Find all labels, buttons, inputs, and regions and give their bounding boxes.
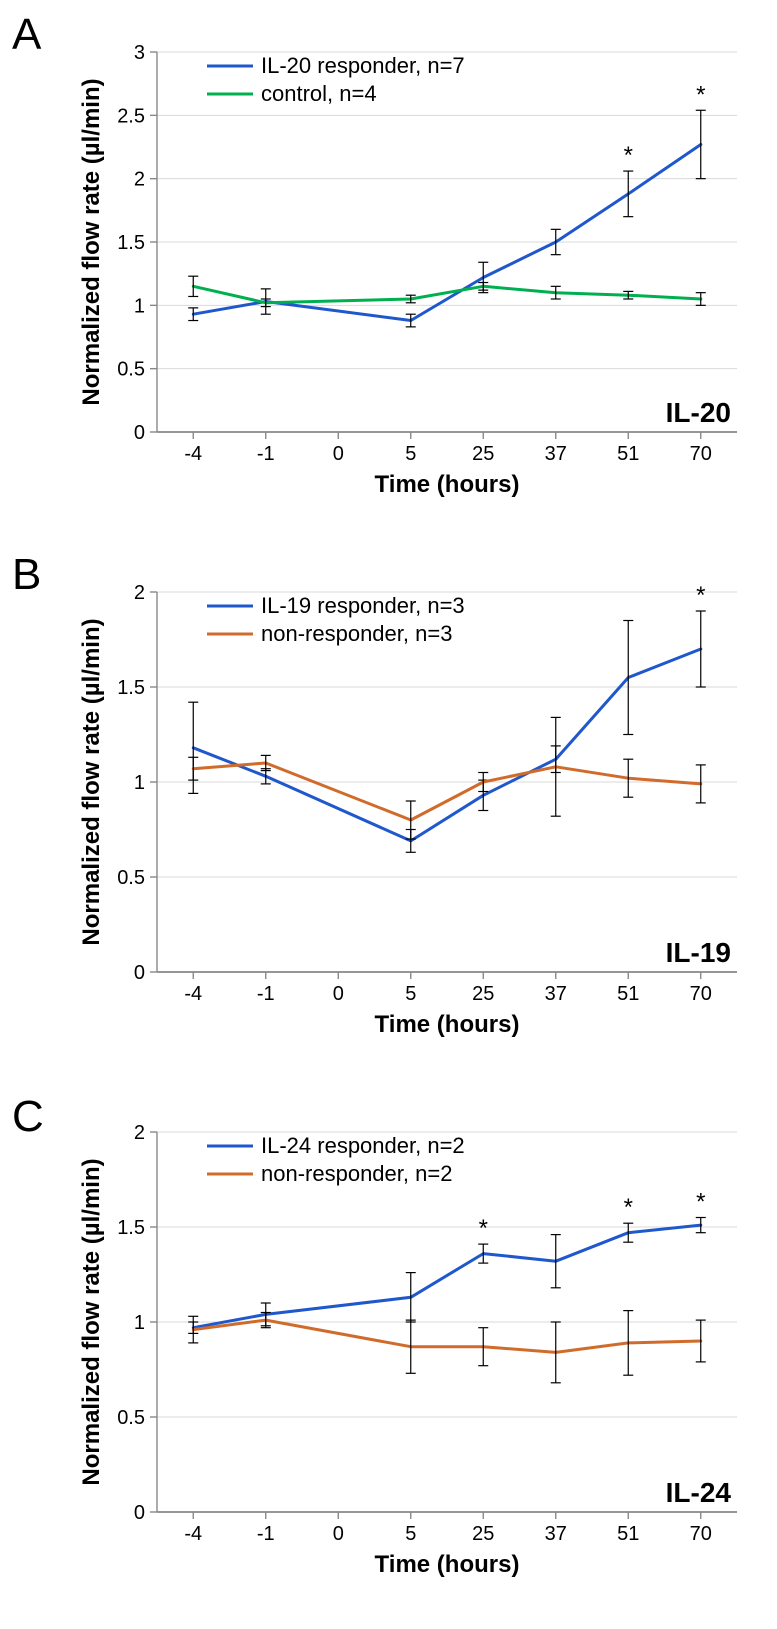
svg-text:0.5: 0.5 xyxy=(117,867,145,889)
svg-text:3: 3 xyxy=(134,42,145,64)
svg-text:Time (hours): Time (hours) xyxy=(375,1011,520,1038)
svg-text:2.5: 2.5 xyxy=(117,105,145,127)
svg-text:1: 1 xyxy=(134,295,145,317)
svg-text:1.5: 1.5 xyxy=(117,232,145,254)
svg-text:1.5: 1.5 xyxy=(117,677,145,699)
svg-text:control, n=4: control, n=4 xyxy=(261,81,377,106)
svg-text:IL-20 responder, n=7: IL-20 responder, n=7 xyxy=(261,53,465,78)
svg-text:70: 70 xyxy=(690,443,712,465)
svg-text:IL-24 responder, n=2: IL-24 responder, n=2 xyxy=(261,1133,465,1158)
svg-text:51: 51 xyxy=(617,983,639,1005)
figure: A B C 00.511.522.53-4-10525375170Time (h… xyxy=(0,0,777,1629)
svg-text:*: * xyxy=(479,1215,488,1242)
svg-text:5: 5 xyxy=(405,1523,416,1545)
svg-text:25: 25 xyxy=(472,1523,494,1545)
svg-text:-1: -1 xyxy=(257,443,275,465)
svg-text:0.5: 0.5 xyxy=(117,1407,145,1429)
svg-text:-1: -1 xyxy=(257,1523,275,1545)
svg-text:non-responder, n=2: non-responder, n=2 xyxy=(261,1161,452,1186)
svg-text:IL-19 responder, n=3: IL-19 responder, n=3 xyxy=(261,593,465,618)
svg-text:IL-20: IL-20 xyxy=(666,397,731,428)
svg-text:non-responder, n=3: non-responder, n=3 xyxy=(261,621,452,646)
svg-text:37: 37 xyxy=(545,1523,567,1545)
svg-text:0: 0 xyxy=(333,1523,344,1545)
svg-text:70: 70 xyxy=(690,1523,712,1545)
svg-text:Time (hours): Time (hours) xyxy=(375,1551,520,1578)
svg-text:0: 0 xyxy=(134,962,145,984)
svg-text:*: * xyxy=(696,81,705,108)
svg-text:0: 0 xyxy=(333,983,344,1005)
svg-text:25: 25 xyxy=(472,983,494,1005)
svg-text:1: 1 xyxy=(134,1312,145,1334)
svg-text:*: * xyxy=(624,142,633,169)
svg-text:0: 0 xyxy=(134,422,145,444)
svg-text:37: 37 xyxy=(545,983,567,1005)
svg-text:0: 0 xyxy=(134,1502,145,1524)
svg-text:2: 2 xyxy=(134,169,145,191)
svg-text:51: 51 xyxy=(617,443,639,465)
panel-label-b: B xyxy=(12,550,41,600)
svg-text:Time (hours): Time (hours) xyxy=(375,471,520,498)
svg-text:-4: -4 xyxy=(184,983,202,1005)
svg-text:-4: -4 xyxy=(184,443,202,465)
svg-text:37: 37 xyxy=(545,443,567,465)
svg-text:2: 2 xyxy=(134,1122,145,1144)
svg-text:-1: -1 xyxy=(257,983,275,1005)
svg-text:Normalized flow rate (µl/min): Normalized flow rate (µl/min) xyxy=(78,1158,105,1485)
svg-text:0.5: 0.5 xyxy=(117,359,145,381)
svg-text:2: 2 xyxy=(134,582,145,604)
svg-text:Normalized flow rate (µl/min): Normalized flow rate (µl/min) xyxy=(78,618,105,945)
svg-text:1: 1 xyxy=(134,772,145,794)
svg-text:5: 5 xyxy=(405,443,416,465)
chart-c: 0 0.5 1 1.5 2 -4 -1 0 5 25 37 51 70 Time (hours) Norma… xyxy=(75,1120,765,1600)
panel-label-c: C xyxy=(12,1092,44,1142)
svg-text:*: * xyxy=(696,1189,705,1216)
svg-text:IL-24: IL-24 xyxy=(666,1477,732,1508)
panel-label-a: A xyxy=(12,10,41,60)
svg-text:0: 0 xyxy=(333,443,344,465)
svg-text:70: 70 xyxy=(690,983,712,1005)
svg-text:IL-19: IL-19 xyxy=(666,937,731,968)
svg-text:Normalized flow rate (µl/min): Normalized flow rate (µl/min) xyxy=(78,78,105,405)
svg-text:25: 25 xyxy=(472,443,494,465)
chart-a: 0 0.5 1 1.5 2 2.5 3 -4 -1 0 5 25 37 51 70 Time (hours) N… xyxy=(75,40,765,520)
svg-text:-4: -4 xyxy=(184,1523,202,1545)
svg-text:5: 5 xyxy=(405,983,416,1005)
svg-text:*: * xyxy=(624,1194,633,1221)
svg-text:51: 51 xyxy=(617,1523,639,1545)
svg-text:1.5: 1.5 xyxy=(117,1217,145,1239)
svg-text:*: * xyxy=(696,582,705,609)
chart-b: 0 0.5 1 1.5 2 -4 -1 0 5 25 37 51 70 Time (hours) Norma… xyxy=(75,580,765,1060)
